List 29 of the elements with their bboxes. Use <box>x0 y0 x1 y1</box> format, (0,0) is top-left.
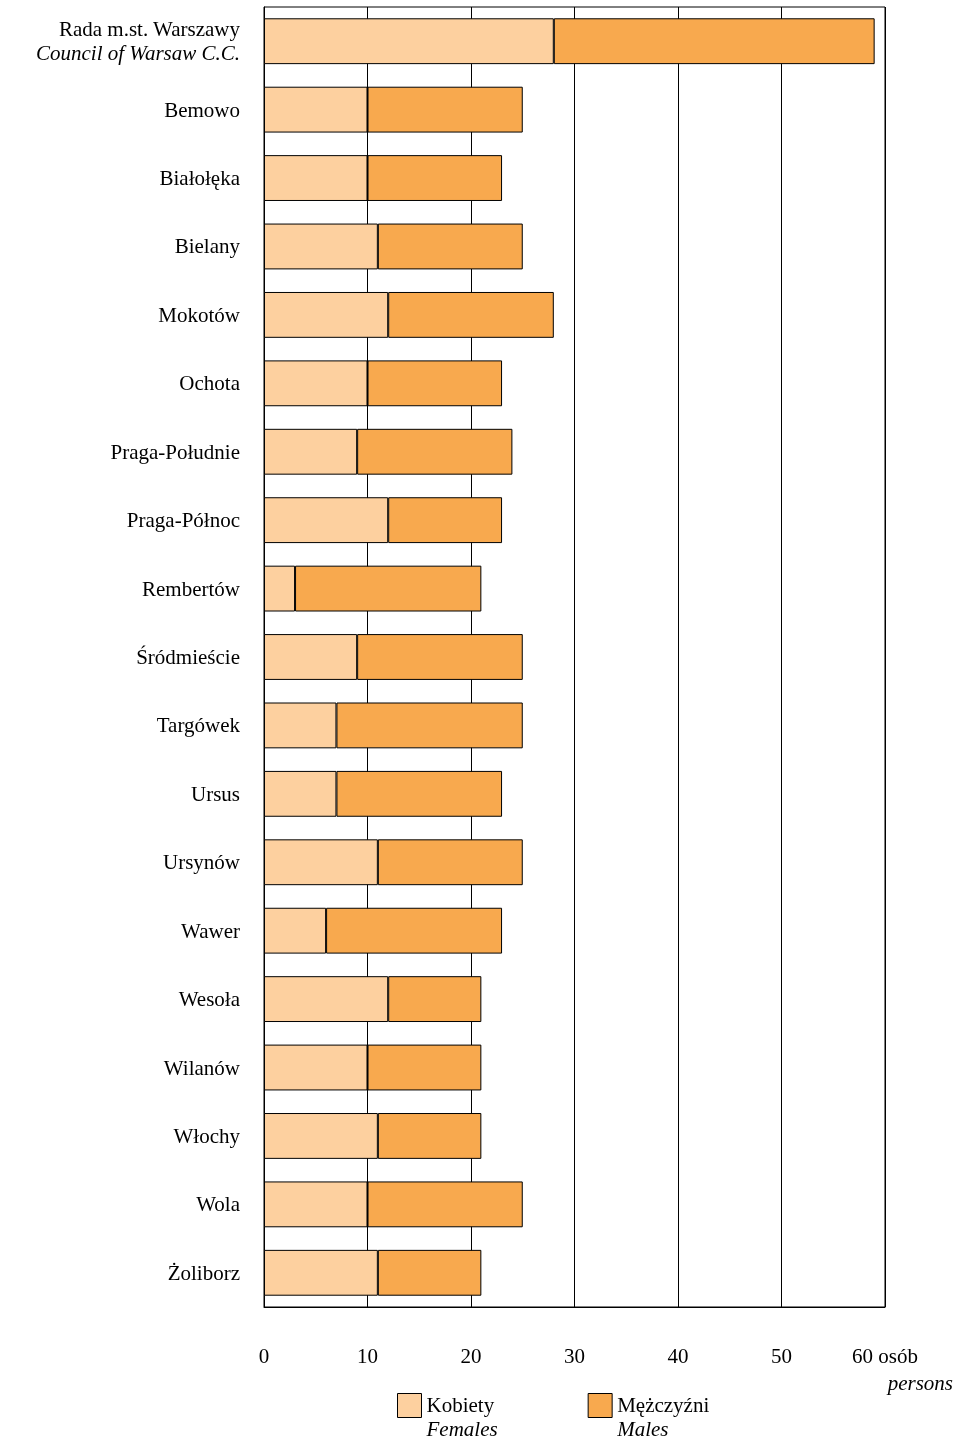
x-tick-label: 60 osób <box>852 1343 918 1368</box>
x-tick-label: 20 <box>460 1343 482 1368</box>
x-tick-label: 0 <box>258 1343 270 1368</box>
x-tick-label: 50 <box>771 1343 792 1368</box>
x-tick-label: 10 <box>357 1343 378 1368</box>
y-tick-label: Wawer <box>181 918 240 943</box>
y-tick-label: Ochota <box>179 371 241 396</box>
legend-label: Mężczyźni Males <box>616 1392 710 1441</box>
y-tick-label: Śródmieście <box>136 645 240 669</box>
y-tick-label: Włochy <box>173 1123 241 1148</box>
y-tick-label: Wola <box>196 1192 241 1217</box>
y-tick-label: Białołęka <box>159 166 241 191</box>
y-tick-label: Ursynów <box>163 850 241 875</box>
y-tick-label: Praga-Północ <box>126 508 240 533</box>
x-tick-label: 40 <box>667 1343 689 1368</box>
y-tick-label: Praga-Południe <box>110 439 240 464</box>
y-tick-label: Ursus <box>190 781 240 806</box>
y-tick-label: Mokotów <box>158 302 241 327</box>
y-tick-label: Bemowo <box>164 97 240 122</box>
y-tick-label: Targówek <box>156 713 241 738</box>
legend-label: Kobiety Females <box>425 1392 498 1441</box>
x-axis-title: persons <box>885 1370 953 1395</box>
y-tick-label: Żoliborz <box>167 1260 240 1285</box>
y-tick-label: Rembertów <box>142 576 241 601</box>
y-tick-label: Wilanów <box>163 1055 241 1080</box>
y-tick-label: Bielany <box>174 234 241 259</box>
y-tick-label: Rada m.st. Warszawy Council of Warsaw C.C. <box>35 17 241 66</box>
y-tick-label: Wesoła <box>178 987 241 1012</box>
x-tick-label: 30 <box>564 1343 585 1368</box>
